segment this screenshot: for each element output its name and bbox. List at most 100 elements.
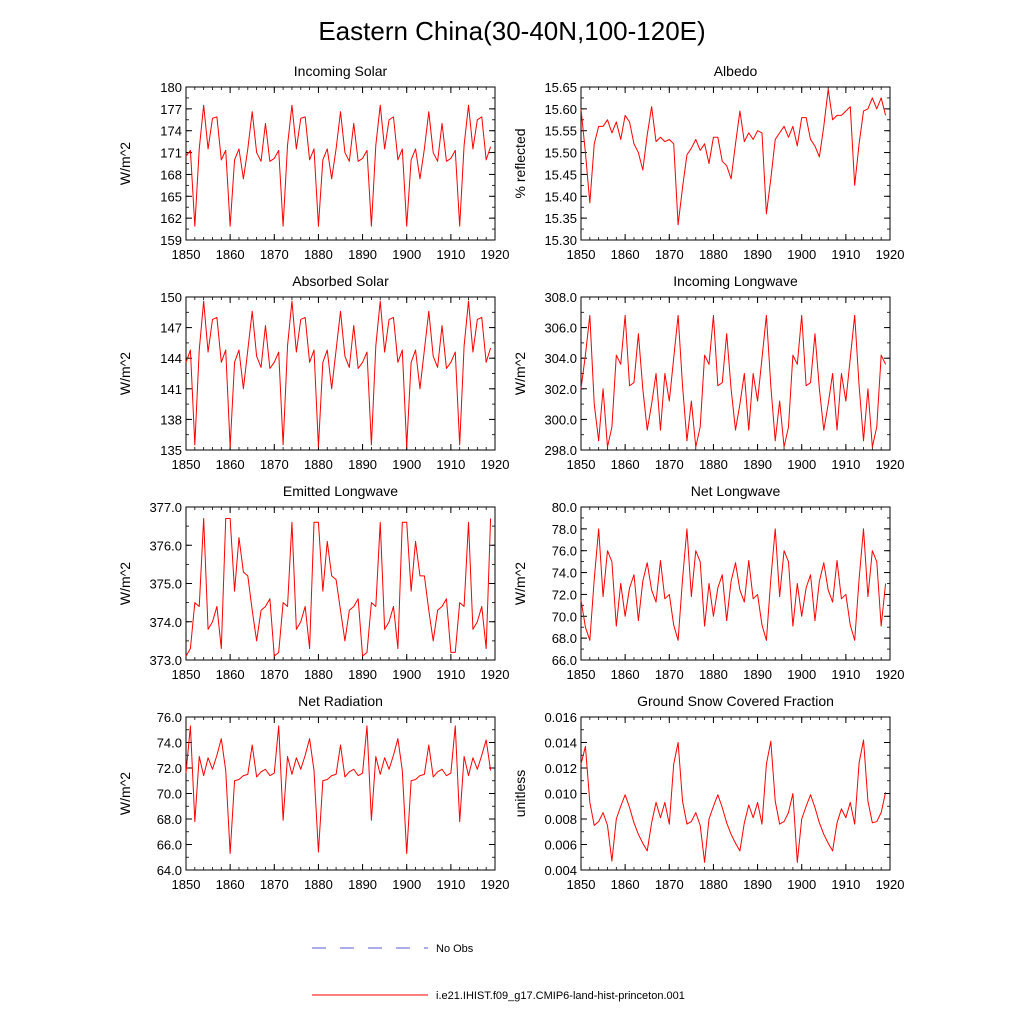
plot-frame	[185, 86, 496, 241]
x-tick-label: 1890	[348, 667, 377, 682]
y-tick-label: 15.40	[544, 189, 577, 204]
y-tick-label: 72.0	[552, 587, 577, 602]
y-tick-label: 15.65	[544, 80, 577, 95]
series-line	[185, 725, 492, 854]
x-tick-label: 1870	[260, 667, 289, 682]
x-tick-label: 1910	[831, 667, 860, 682]
x-tick-label: 1860	[611, 667, 640, 682]
y-axis-label: W/m^2	[117, 562, 133, 605]
y-axis-label: W/m^2	[512, 352, 528, 395]
chart-panel: Net Longwave 1850 1860 1870 1880 1890 1900 1910…	[512, 483, 904, 682]
y-tick-label: 0.016	[544, 710, 577, 725]
y-tick-label: 135	[160, 443, 182, 458]
y-tick-label: 174	[160, 124, 182, 139]
legend: No Obs i.e21.IHIST.f09_g17.CMIP6-land-hi…	[312, 943, 685, 1002]
x-tick-label: 1850	[567, 877, 596, 892]
y-axis-label: W/m^2	[117, 142, 133, 185]
x-tick-label: 1860	[216, 457, 245, 472]
y-tick-label: 162	[160, 211, 182, 226]
y-tick-label: 68.0	[157, 812, 182, 827]
x-tick-label: 1900	[787, 877, 816, 892]
x-tick-label: 1890	[348, 247, 377, 262]
y-tick-label: 159	[160, 233, 182, 248]
y-tick-label: 0.006	[544, 838, 577, 853]
y-tick-label: 374.0	[149, 615, 182, 630]
y-axis-label: W/m^2	[512, 562, 528, 605]
series-line	[580, 88, 887, 226]
y-axis-label: W/m^2	[117, 772, 133, 815]
y-tick-label: 171	[160, 146, 182, 161]
x-tick-label: 1870	[655, 667, 684, 682]
x-tick-label: 1890	[348, 457, 377, 472]
x-tick-label: 1890	[348, 877, 377, 892]
chart-panel: Albedo 1850 1860 1870 1880 1890 1900 1910 1920 15…	[512, 63, 904, 262]
x-tick-label: 1900	[392, 247, 421, 262]
x-tick-label: 1920	[876, 247, 905, 262]
x-tick-label: 1890	[743, 877, 772, 892]
plot-frame	[580, 86, 891, 241]
y-tick-label: 306.0	[544, 321, 577, 336]
y-tick-label: 80.0	[552, 500, 577, 515]
x-tick-label: 1880	[304, 247, 333, 262]
y-tick-label: 15.35	[544, 211, 577, 226]
y-axis-label: % reflected	[512, 128, 528, 198]
y-tick-label: 72.0	[157, 761, 182, 776]
x-tick-label: 1920	[876, 667, 905, 682]
y-tick-label: 0.010	[544, 787, 577, 802]
plot-frame	[185, 296, 496, 451]
x-tick-label: 1880	[699, 877, 728, 892]
y-tick-label: 0.008	[544, 812, 577, 827]
y-tick-label: 373.0	[149, 653, 182, 668]
x-tick-label: 1920	[481, 667, 510, 682]
x-tick-label: 1900	[787, 667, 816, 682]
x-tick-label: 1900	[787, 457, 816, 472]
x-tick-label: 1880	[699, 247, 728, 262]
x-tick-label: 1850	[172, 877, 201, 892]
y-tick-label: 298.0	[544, 443, 577, 458]
x-tick-label: 1910	[831, 877, 860, 892]
panel-title: Incoming Solar	[294, 63, 388, 79]
y-tick-label: 150	[160, 290, 182, 305]
chart-panel: Net Radiation 1850 1860 1870 1880 1890 1900 191…	[117, 693, 509, 892]
series-line	[580, 739, 887, 863]
x-tick-label: 1900	[392, 667, 421, 682]
y-tick-label: 15.45	[544, 167, 577, 182]
chart-panel: Emitted Longwave 1850 1860 1870 1880 1890 1900…	[117, 483, 509, 682]
y-tick-label: 15.50	[544, 146, 577, 161]
panel-title: Albedo	[714, 63, 758, 79]
x-tick-label: 1920	[876, 457, 905, 472]
x-tick-label: 1890	[743, 457, 772, 472]
x-tick-label: 1850	[172, 457, 201, 472]
x-tick-label: 1870	[260, 877, 289, 892]
x-tick-label: 1860	[611, 877, 640, 892]
x-tick-label: 1910	[831, 247, 860, 262]
x-tick-label: 1860	[611, 247, 640, 262]
series-line	[185, 517, 492, 657]
y-tick-label: 304.0	[544, 351, 577, 366]
y-tick-label: 144	[160, 351, 182, 366]
plot-frame	[580, 506, 891, 661]
y-tick-label: 76.0	[157, 710, 182, 725]
y-tick-label: 15.55	[544, 124, 577, 139]
y-tick-label: 68.0	[552, 631, 577, 646]
x-tick-label: 1880	[304, 667, 333, 682]
figure-title: Eastern China(30-40N,100-120E)	[318, 16, 705, 46]
y-tick-label: 302.0	[544, 382, 577, 397]
x-tick-label: 1850	[567, 247, 596, 262]
legend-obs-label: No Obs	[436, 943, 474, 955]
x-tick-label: 1860	[216, 877, 245, 892]
panel-title: Net Longwave	[691, 483, 781, 499]
x-tick-label: 1850	[172, 247, 201, 262]
series-line	[185, 104, 492, 227]
legend-model-label: i.e21.IHIST.f09_g17.CMIP6-land-hist-prin…	[436, 990, 685, 1002]
y-tick-label: 66.0	[552, 653, 577, 668]
x-tick-label: 1880	[304, 457, 333, 472]
y-tick-label: 147	[160, 321, 182, 336]
x-tick-label: 1860	[216, 667, 245, 682]
x-tick-label: 1920	[481, 457, 510, 472]
x-tick-label: 1870	[260, 457, 289, 472]
x-tick-label: 1890	[743, 247, 772, 262]
chart-panel: Incoming Longwave 1850 1860 1870 1880 1890 190…	[512, 273, 904, 472]
x-tick-label: 1850	[567, 667, 596, 682]
